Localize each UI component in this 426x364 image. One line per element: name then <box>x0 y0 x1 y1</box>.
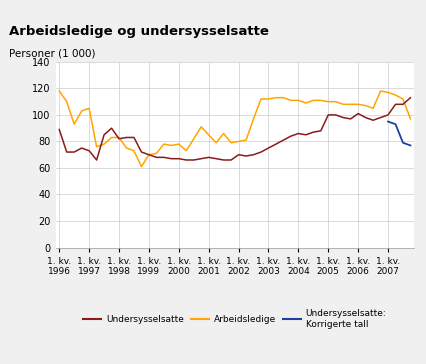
Text: Arbeidsledige og undersysselsatte: Arbeidsledige og undersysselsatte <box>9 25 268 38</box>
Text: Personer (1 000): Personer (1 000) <box>9 48 95 58</box>
Legend: Undersysselsatte, Arbeidsledige, Undersysselsatte:
Korrigerte tall: Undersysselsatte, Arbeidsledige, Undersy… <box>80 305 389 332</box>
